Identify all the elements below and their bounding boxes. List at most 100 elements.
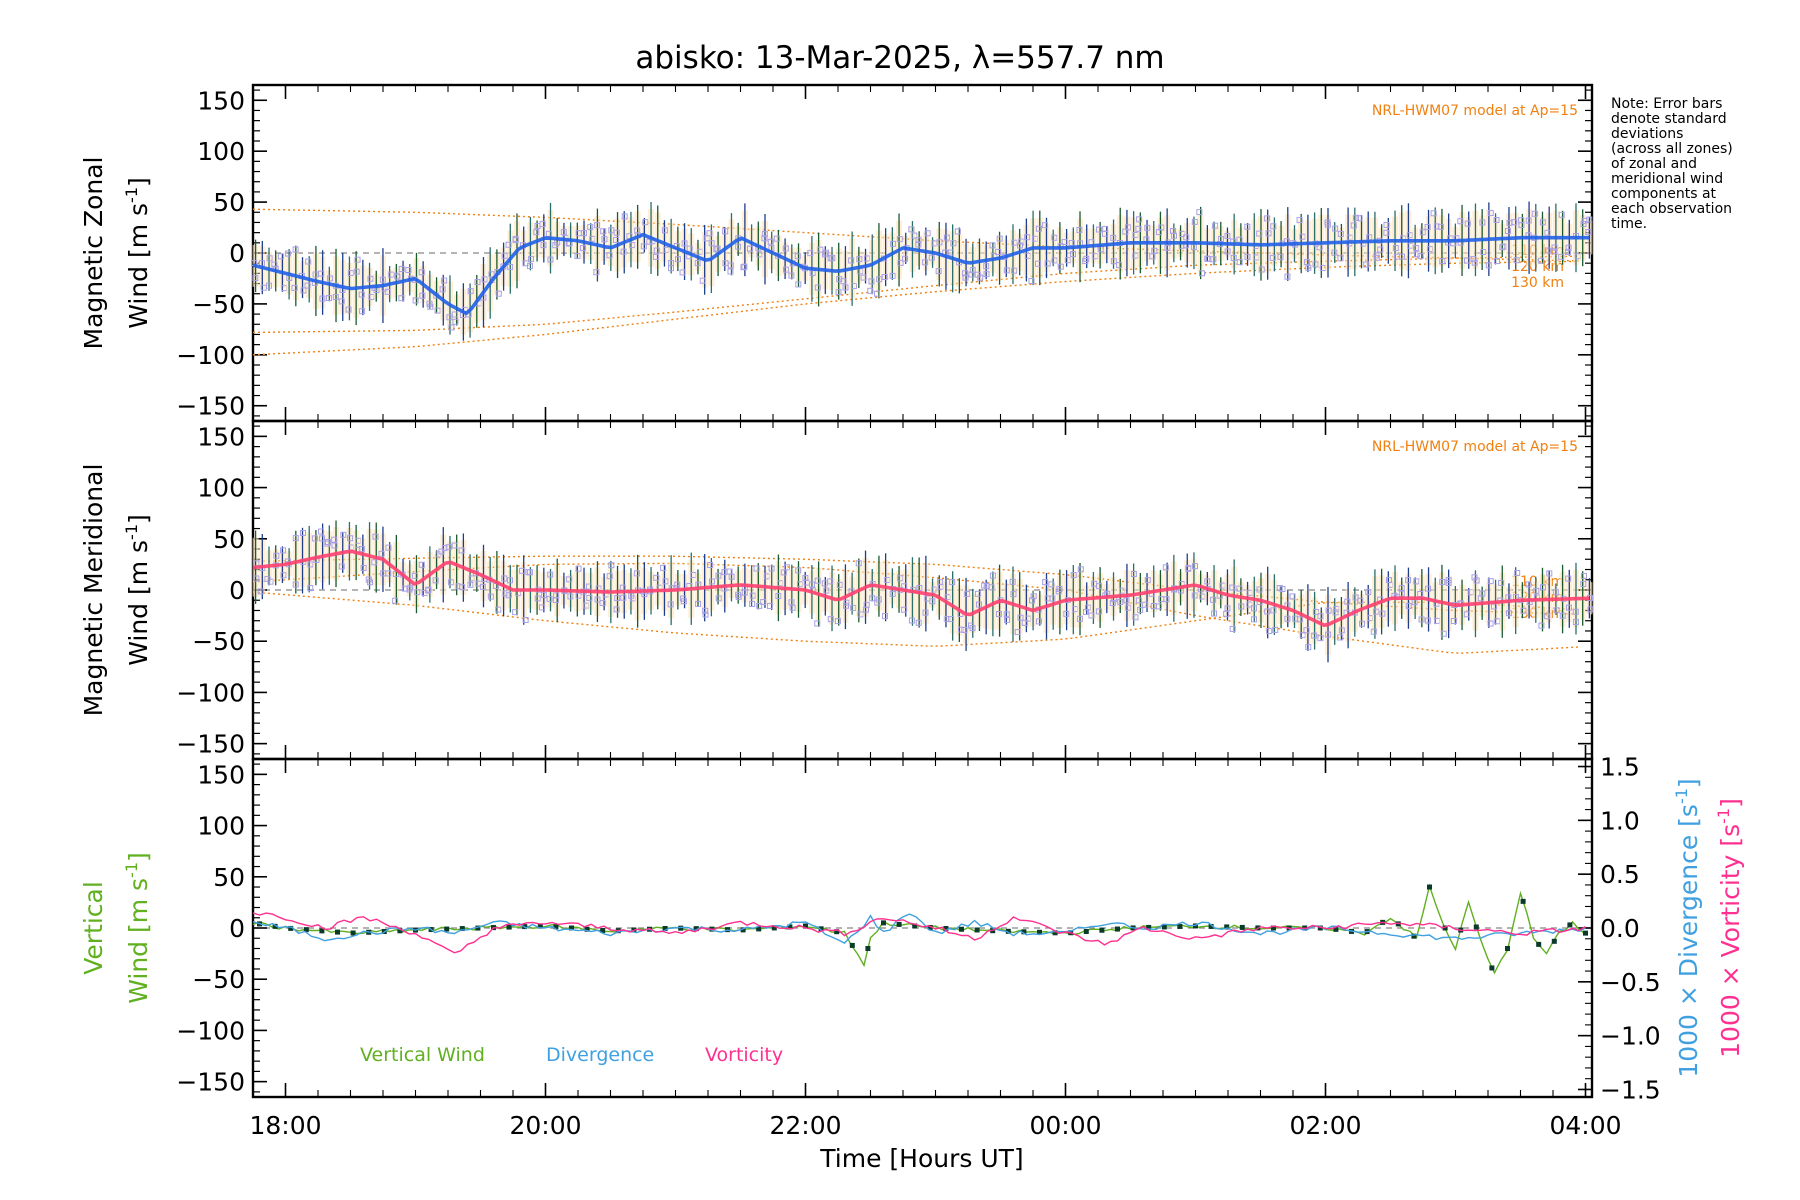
zone-sample	[507, 263, 514, 270]
y-tick-label: 150	[197, 760, 245, 789]
zone-sample	[881, 274, 888, 281]
zone-sample	[814, 577, 821, 584]
vertical-wind-point	[1115, 926, 1120, 932]
zone-sample	[1585, 229, 1592, 236]
vertical-wind-point	[1411, 933, 1417, 939]
zone-sample	[1337, 255, 1344, 262]
zone-sample	[974, 590, 981, 597]
zone-sample	[1499, 244, 1506, 251]
zone-sample	[441, 277, 448, 284]
zone-sample	[620, 248, 627, 255]
zone-sample	[317, 528, 324, 535]
right-tick-label: −1.0	[1600, 1022, 1661, 1051]
vertical-wind-point	[1505, 945, 1510, 951]
right-tick-label: 0.0	[1600, 914, 1640, 943]
zone-sample	[1303, 627, 1310, 634]
zone-sample	[359, 308, 366, 315]
zone-sample	[968, 271, 975, 278]
zone-sample	[1256, 586, 1263, 593]
zone-sample	[969, 267, 976, 274]
right-tick-label: −1.5	[1600, 1075, 1661, 1104]
vertical-wind-point	[475, 925, 481, 931]
zone-sample	[1430, 210, 1437, 217]
zone-sample	[954, 228, 961, 235]
zone-sample	[1030, 593, 1037, 600]
vertical-wind-point	[974, 927, 980, 933]
zone-sample	[662, 578, 669, 585]
zone-sample	[889, 590, 896, 597]
zone-sample	[1586, 216, 1593, 223]
zone-sample	[512, 609, 519, 616]
vertical-wind-point	[537, 923, 543, 929]
zone-sample	[897, 259, 904, 266]
zone-sample	[307, 585, 314, 592]
zone-sample	[580, 230, 587, 237]
note-line: (across all zones)	[1611, 141, 1733, 157]
zone-sample	[1385, 577, 1392, 584]
zone-sample	[1296, 217, 1303, 224]
y-axis-label-sup: -1	[122, 524, 141, 540]
zone-sample	[1363, 261, 1370, 268]
zone-sample	[539, 604, 546, 611]
zone-sample	[1525, 581, 1532, 588]
zone-sample	[714, 245, 721, 252]
vertical-wind-point	[444, 926, 450, 932]
zone-sample	[1284, 273, 1291, 280]
zone-sample	[640, 243, 647, 250]
vertical-wind-point	[771, 925, 777, 931]
zone-sample	[574, 253, 581, 260]
y-axis-label-sup: -1	[122, 187, 141, 203]
note-line: of zonal and	[1611, 156, 1697, 172]
zone-sample	[1048, 581, 1055, 588]
zone-sample	[1425, 585, 1432, 592]
zone-sample	[634, 227, 641, 234]
zone-sample	[1095, 583, 1102, 590]
zone-sample	[760, 599, 767, 606]
zone-sample	[1055, 588, 1062, 595]
model-label: NRL-HWM07 model at Ap=15	[1372, 439, 1578, 455]
zone-sample	[1587, 606, 1594, 613]
vertical-wind-point	[584, 926, 590, 932]
zone-sample	[1264, 215, 1271, 222]
zone-sample	[1017, 614, 1024, 621]
zone-sample	[995, 248, 1002, 255]
zone-sample	[1356, 215, 1363, 222]
zone-sample	[1284, 615, 1291, 622]
zone-sample	[995, 611, 1002, 618]
zone-sample	[432, 577, 439, 584]
zone-sample	[652, 253, 659, 260]
zone-sample	[962, 270, 969, 277]
zone-sample	[347, 535, 354, 542]
vertical-wind-point	[397, 928, 403, 934]
y-axis-label-line1: Magnetic Meridional	[79, 464, 108, 717]
right-tick-label: 1.0	[1600, 806, 1640, 835]
zone-sample	[326, 275, 333, 282]
zone-sample	[1264, 608, 1271, 615]
zone-sample	[1135, 225, 1142, 232]
zone-sample	[950, 240, 957, 247]
series-line	[252, 913, 1586, 944]
zone-sample	[1077, 566, 1084, 573]
zone-sample	[680, 595, 687, 602]
zone-sample	[827, 616, 834, 623]
zone-sample	[661, 227, 668, 234]
zone-sample	[452, 318, 459, 325]
zone-sample	[633, 570, 640, 577]
zone-sample	[1538, 257, 1545, 264]
zone-sample	[398, 266, 405, 273]
zone-sample	[575, 565, 582, 572]
vertical-wind-point	[319, 928, 325, 934]
y-tick-label: −150	[176, 392, 245, 421]
zone-sample	[735, 593, 742, 600]
zone-sample	[325, 295, 332, 302]
zone-sample	[989, 572, 996, 579]
zone-sample	[505, 592, 512, 599]
zone-sample	[1357, 597, 1364, 604]
zone-sample	[989, 242, 996, 249]
zone-sample	[620, 594, 627, 601]
x-tick-label: 18:00	[249, 1111, 321, 1140]
zone-sample	[686, 245, 693, 252]
vertical-wind-point	[740, 927, 746, 933]
zone-sample	[280, 572, 287, 579]
